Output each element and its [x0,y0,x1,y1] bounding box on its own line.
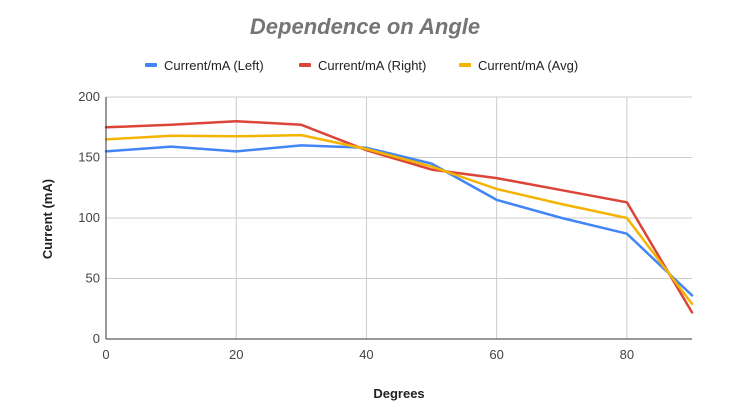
legend-swatch [299,63,311,67]
y-tick-label: 150 [78,150,100,165]
series-lines [104,119,694,314]
series-line-1 [104,144,694,297]
legend-item[interactable]: Current/mA (Left) [145,58,264,73]
legend-label: Current/mA (Avg) [478,58,578,73]
x-tick-label: 0 [102,347,109,362]
y-tick-label: 0 [93,331,100,346]
series-line-2 [104,119,694,314]
x-tick-label: 80 [620,347,634,362]
x-axis-title: Degrees [373,386,424,401]
series-line-3 [104,133,694,306]
legend-label: Current/mA (Right) [318,58,426,73]
x-tick-label: 60 [489,347,503,362]
legend-label: Current/mA (Left) [164,58,264,73]
legend-swatch [145,63,157,67]
y-tick-label: 50 [86,271,100,286]
x-tick-label: 20 [229,347,243,362]
x-tick-label: 40 [359,347,373,362]
y-tick-label: 200 [78,89,100,104]
axes: 0 50 100 150 200 0 20 40 60 80 [78,89,692,362]
legend-item[interactable]: Current/mA (Right) [299,58,426,73]
y-axis-title: Current (mA) [40,179,55,259]
gridlines [106,96,692,339]
chart-title: Dependence on Angle [250,14,480,39]
legend-swatch [459,63,471,67]
legend-item[interactable]: Current/mA (Avg) [459,58,578,73]
legend: Current/mA (Left) Current/mA (Right) Curre… [145,58,578,73]
y-tick-label: 100 [78,210,100,225]
